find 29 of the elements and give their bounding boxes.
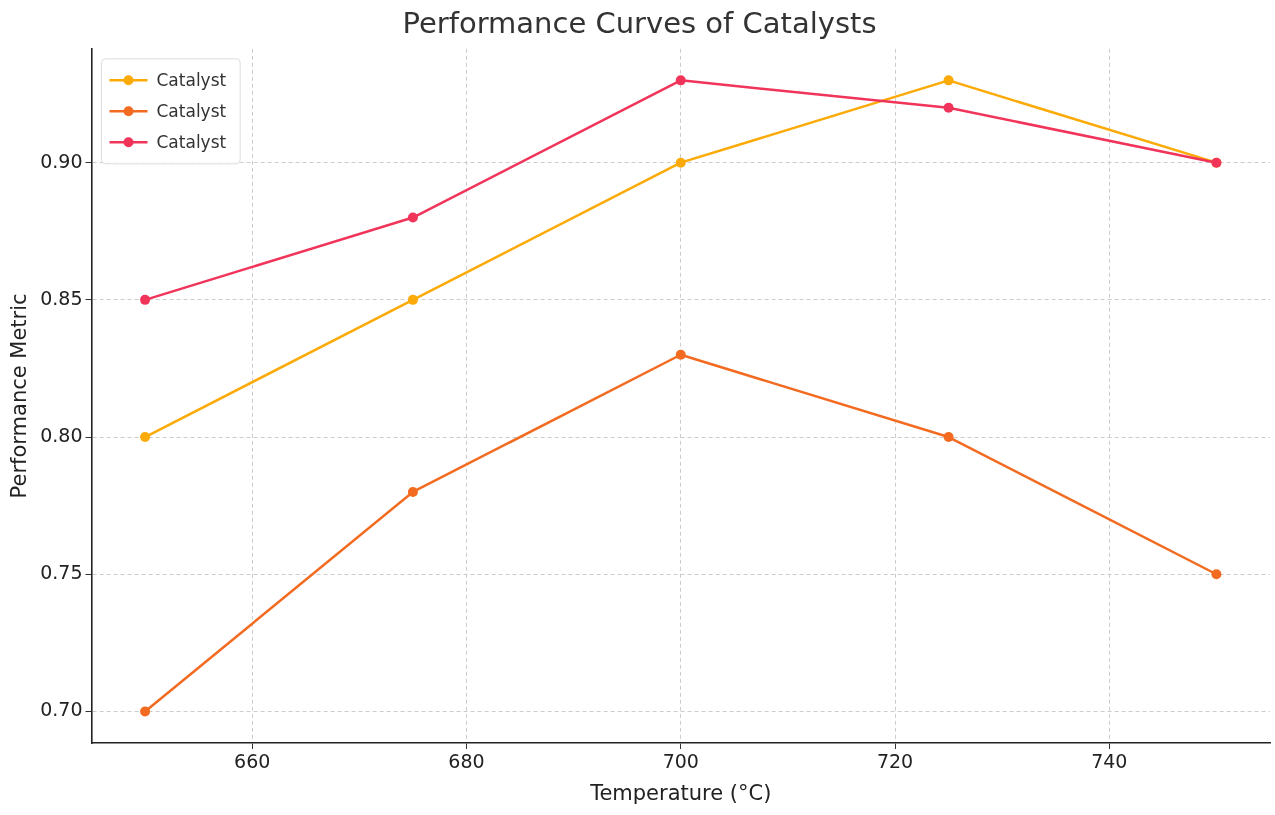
- legend-label: Catalyst: [156, 100, 227, 121]
- y-tick-label: 0.70: [40, 698, 83, 721]
- x-axis-title: Temperature (°C): [589, 780, 772, 805]
- y-tick-label: 0.80: [40, 424, 83, 446]
- legend-label: Catalyst: [156, 131, 227, 152]
- point: [140, 432, 151, 443]
- x-tick-label: 740: [1091, 750, 1128, 773]
- y-tick-label: 0.75: [40, 561, 83, 584]
- point: [407, 486, 418, 497]
- point: [943, 432, 954, 443]
- x-tick-label: 680: [448, 750, 485, 773]
- point: [675, 75, 686, 86]
- point: [1211, 569, 1222, 580]
- chart-title: Performance Curves of Catalysts: [402, 5, 877, 40]
- point: [675, 157, 686, 168]
- point: [943, 102, 954, 113]
- y-axis-title: Performance Metric: [7, 293, 32, 499]
- point: [140, 706, 151, 717]
- x-tick-label: 660: [234, 750, 271, 773]
- y-tick-label: 0.90: [40, 149, 83, 172]
- point: [943, 75, 954, 86]
- point: [407, 212, 418, 223]
- point: [407, 294, 418, 305]
- y-tick-label: 0.85: [40, 286, 83, 309]
- legend-label: Catalyst: [156, 69, 227, 90]
- point: [675, 349, 686, 360]
- point: [140, 294, 151, 305]
- x-tick-label: 720: [876, 750, 914, 773]
- x-tick-label: 700: [662, 750, 699, 773]
